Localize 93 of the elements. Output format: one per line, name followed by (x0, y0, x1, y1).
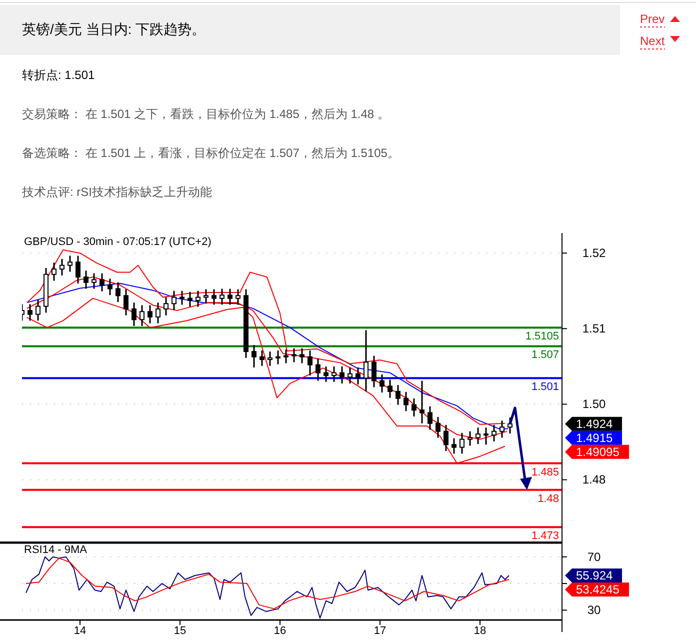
y-tick-label: 1.48 (582, 472, 606, 487)
candlestick (156, 302, 160, 324)
candlestick (356, 366, 360, 386)
candlestick (444, 424, 448, 452)
ref-line-label: 1.485 (531, 466, 559, 478)
ref-line-label: 1.5105 (525, 330, 559, 343)
candlestick (388, 378, 392, 399)
text: Prev (640, 12, 665, 26)
line-series (26, 556, 510, 619)
ref-line-label: 1.473 (531, 530, 559, 542)
candlestick (492, 424, 496, 442)
candlestick (260, 350, 264, 367)
candlestick (316, 358, 320, 382)
text: 55.924 (576, 568, 614, 583)
text: Next (640, 34, 666, 48)
y-tick-label: 1.51 (582, 322, 606, 336)
ref-line-label: 1.48 (538, 492, 559, 505)
candlestick (396, 384, 400, 406)
text: 备选策略： 在 1.501 上，看涨，目标价位定在 1.507，然后为 1.5105。 (22, 146, 400, 160)
candlestick (132, 302, 136, 327)
candlestick (348, 366, 352, 384)
candlestick (140, 304, 144, 327)
x-tick-label: 14 (74, 625, 86, 637)
candlestick (212, 288, 216, 306)
chart-title: RSI14 - 9MA (24, 544, 88, 556)
candlestick (332, 366, 336, 383)
y-tick-label: 70 (587, 550, 601, 564)
candlestick (92, 272, 96, 290)
candlestick (276, 350, 280, 366)
candlestick (308, 350, 312, 376)
y-tick-label: 30 (587, 603, 601, 618)
candlestick (436, 416, 440, 438)
candlestick (204, 288, 208, 304)
candlestick (324, 366, 328, 383)
y-tick-label: 1.50 (582, 397, 606, 412)
candlestick (508, 416, 512, 434)
candlestick (172, 290, 176, 311)
candlestick (28, 303, 32, 322)
candlestick (236, 288, 240, 306)
text: 53.4245 (576, 582, 620, 597)
ref-line-label: 1.501 (531, 381, 559, 394)
text: 技术点评: rSI技术指标缺乏上升动能 (21, 185, 212, 199)
text: 1.49095 (576, 444, 620, 459)
candlestick (188, 291, 192, 308)
candlestick (284, 348, 288, 364)
candlestick (412, 398, 416, 418)
candlestick (460, 432, 464, 454)
candlestick (116, 282, 120, 303)
candlestick (468, 430, 472, 446)
candlestick (268, 350, 272, 367)
candlestick (108, 278, 112, 296)
ref-line-label: 1.507 (531, 349, 559, 362)
candlestick (52, 262, 56, 282)
candlestick (404, 391, 408, 412)
y-tick-label: 1.52 (582, 246, 606, 260)
line-series (26, 249, 506, 425)
candlestick (364, 329, 368, 392)
x-tick-label: 15 (174, 625, 186, 637)
x-tick-label: 17 (374, 625, 386, 637)
candlestick (180, 290, 184, 306)
candlestick (100, 272, 104, 292)
candlestick (428, 406, 432, 430)
candlestick (420, 380, 424, 424)
candlestick (500, 420, 504, 438)
candlestick (252, 344, 256, 368)
candlestick (484, 426, 488, 446)
candlestick (164, 296, 168, 316)
candlestick (68, 255, 72, 272)
line-series (26, 558, 510, 610)
candlestick (380, 374, 384, 394)
candlestick (84, 270, 88, 290)
candlestick (60, 258, 64, 276)
candlestick (300, 348, 304, 364)
candlestick (372, 355, 376, 388)
candlestick (148, 304, 152, 324)
text: 转折点: 1.501 (22, 68, 96, 82)
candlestick (196, 290, 200, 308)
candlestick (76, 255, 80, 284)
candlestick (36, 299, 40, 322)
candlestick (124, 288, 128, 316)
text: 1.4924 (576, 416, 614, 431)
x-tick-label: 18 (474, 625, 486, 637)
text: 英镑/美元 当日内: 下跌趋势。 (22, 21, 206, 37)
text: 交易策略： 在 1.501 之下，看跌，目标价位为 1.485，然后为 1.48 。 (22, 107, 390, 121)
candlestick (340, 366, 344, 384)
x-tick-label: 16 (274, 625, 286, 637)
text: 1.4915 (576, 430, 614, 445)
candlestick (220, 288, 224, 306)
candlestick (452, 438, 456, 454)
candlestick (476, 426, 480, 445)
candlestick (228, 288, 232, 306)
chart-title: GBP/USD - 30min - 07:05:17 (UTC+2) (24, 236, 212, 248)
candlestick (292, 348, 296, 363)
